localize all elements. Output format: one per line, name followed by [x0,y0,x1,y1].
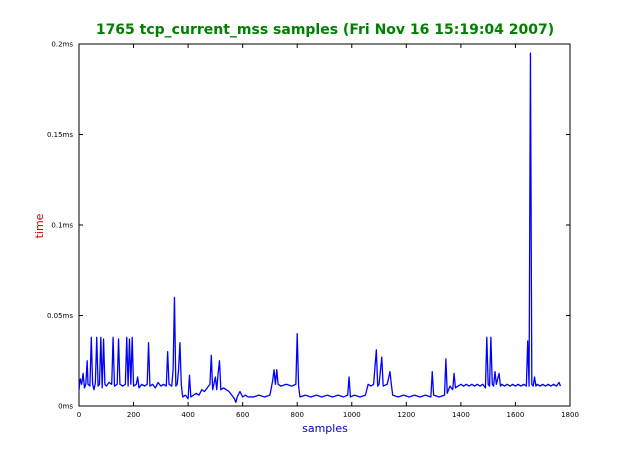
x-tick-label: 1400 [452,411,470,419]
x-tick-label: 1200 [397,411,415,419]
y-tick-label: 0.2ms [51,41,73,49]
x-tick-label: 600 [236,411,249,419]
y-axis-ticks: 0ms 0.05ms 0.1ms 0.15ms 0.2ms [47,41,570,411]
y-tick-label: 0.1ms [51,222,73,230]
y-axis-label: time [33,213,46,238]
data-series-line [78,52,562,404]
x-tick-label: 1000 [343,411,361,419]
plot-area [78,43,571,407]
y-tick-label: 0.05ms [47,312,73,320]
x-axis-ticks: 0 200 400 600 800 1000 1200 1400 1600 1800 [77,44,579,419]
x-tick-label: 400 [181,411,194,419]
x-tick-label: 200 [127,411,140,419]
x-axis-label: samples [302,422,348,435]
y-tick-label: 0ms [58,403,73,411]
y-tick-label: 0.15ms [47,131,73,139]
x-tick-label: 1800 [561,411,579,419]
x-tick-label: 1600 [507,411,525,419]
x-tick-label: 0 [77,411,81,419]
x-tick-label: 800 [291,411,304,419]
chart-title: 1765 tcp_current_mss samples (Fri Nov 16… [96,22,554,38]
